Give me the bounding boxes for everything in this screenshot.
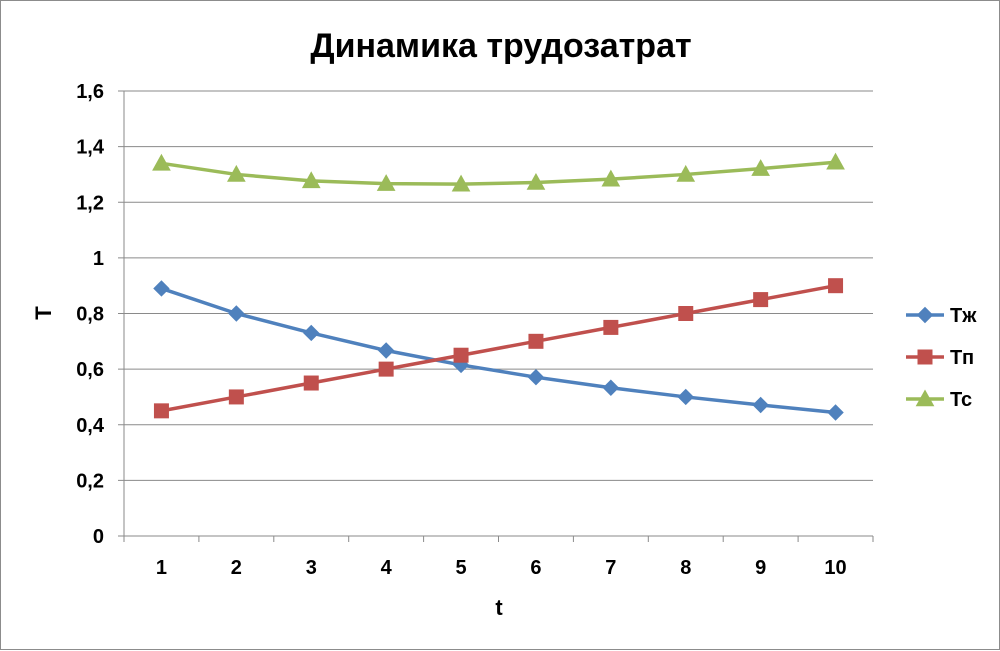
data-point [526, 172, 546, 190]
data-point [227, 164, 246, 182]
legend-label: Тп [950, 347, 974, 369]
data-point [301, 171, 321, 189]
x-tick-label: 4 [381, 557, 393, 579]
data-point [527, 368, 545, 386]
data-point [228, 305, 245, 322]
x-tick-label: 8 [680, 557, 691, 579]
data-point [303, 324, 320, 342]
data-point [528, 333, 544, 349]
y-axis-title: Т [31, 306, 56, 320]
series-group [152, 152, 845, 421]
data-point [826, 152, 845, 170]
x-tick-label: 6 [530, 557, 541, 579]
data-point [678, 306, 694, 321]
data-point [153, 280, 170, 297]
gridlines [124, 90, 873, 481]
y-tick-label: 0,2 [76, 470, 104, 492]
series-line [161, 283, 836, 413]
y-tick-label: 1 [93, 248, 104, 270]
series-1 [153, 280, 844, 421]
legend-marker [917, 349, 933, 365]
x-tick-label: 3 [306, 557, 317, 579]
data-point [753, 292, 769, 308]
y-tick-labels: 0 0,2 0,4 0,6 0,8 1 1,2 1,4 1,6 [76, 81, 105, 548]
x-tick-label: 5 [455, 557, 466, 579]
series-line [161, 160, 836, 186]
data-point [751, 159, 770, 176]
x-tick-label: 1 [156, 557, 167, 579]
data-point [453, 347, 469, 363]
data-point [601, 169, 621, 187]
data-point [153, 403, 169, 419]
data-point [827, 404, 844, 421]
legend-marker [915, 389, 935, 407]
chart-title: Динамика трудозатрат [310, 27, 691, 65]
series-3 [152, 152, 845, 192]
data-point [451, 174, 471, 192]
data-point [152, 153, 171, 171]
x-tick-label: 2 [231, 557, 242, 579]
y-tick-label: 1,2 [76, 192, 104, 214]
x-tick-label: 7 [605, 557, 616, 579]
legend-label: Тс [950, 389, 972, 411]
axes [118, 90, 874, 542]
series-line [160, 286, 836, 415]
data-point [676, 164, 696, 182]
legend-item: Тж [906, 305, 977, 327]
data-point [603, 319, 619, 335]
data-point [828, 278, 844, 294]
y-tick-label: 0,6 [76, 359, 104, 381]
series-2 [153, 278, 844, 419]
data-point [376, 174, 396, 191]
legend-item: Тс [906, 389, 972, 411]
y-tick-label: 0 [93, 526, 104, 548]
x-tick-label: 9 [755, 557, 766, 579]
data-point [377, 342, 395, 359]
data-point [602, 379, 620, 396]
data-point [303, 375, 319, 391]
data-point [752, 396, 769, 414]
y-tick-label: 1,6 [76, 81, 104, 103]
legend-label: Тж [950, 305, 977, 327]
data-point [677, 388, 694, 406]
data-point [228, 389, 244, 405]
y-tick-label: 0,8 [76, 304, 104, 326]
legend-item: Тп [906, 347, 974, 369]
x-axis-title: t [495, 595, 503, 620]
data-point [378, 361, 394, 377]
y-tick-label: 0,4 [76, 415, 105, 437]
legend: Тж Тп Тс [906, 305, 977, 411]
x-tick-label: 10 [824, 557, 846, 579]
y-tick-label: 1,4 [76, 137, 105, 159]
legend-marker [916, 306, 934, 324]
x-tick-labels: 1 2 3 4 5 6 7 8 9 10 [156, 557, 847, 579]
